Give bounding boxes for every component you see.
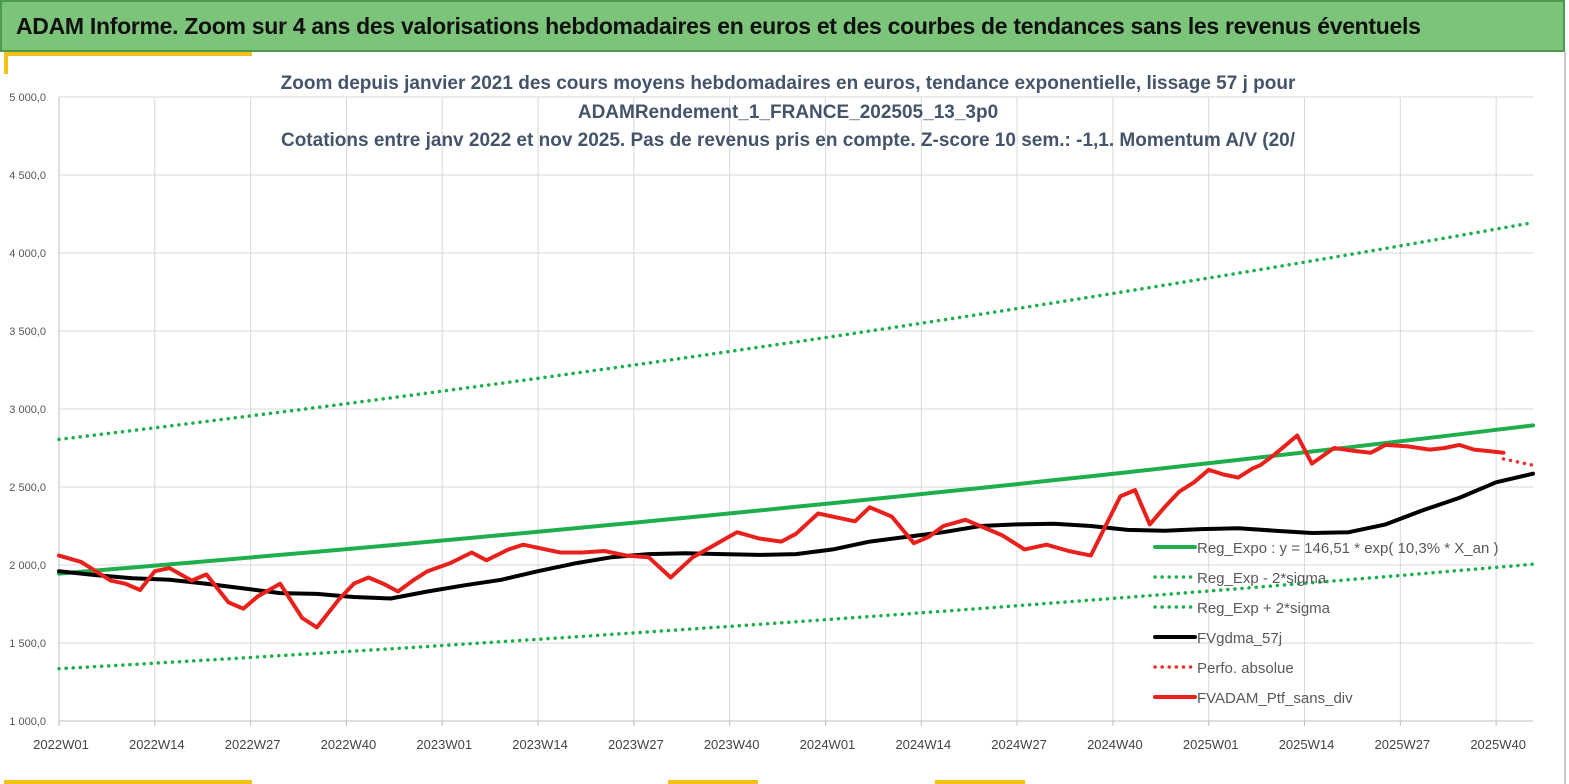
series-line-fvadam-ptf-sans-div <box>57 433 1506 630</box>
y-tick-label: 2 000,0 <box>9 560 46 572</box>
x-tick-label: 2023W27 <box>608 737 664 752</box>
x-tick-label: 2023W14 <box>512 737 568 752</box>
y-tick-label: 3 500,0 <box>9 326 46 338</box>
frame-right-border <box>1564 52 1566 784</box>
x-tick-label: 2025W01 <box>1183 737 1239 752</box>
chart-title-line-2: ADAMRendement_1_FRANCE_202505_13_3p0 <box>578 102 998 123</box>
series-line-fvgdma-57j <box>57 471 1535 601</box>
series-line-reg-exp-2-sigma <box>57 562 1535 671</box>
series-line-perfo-absolue <box>1501 457 1535 467</box>
y-tick-label: 2 500,0 <box>9 482 46 494</box>
banner-title: ADAM Informe. Zoom sur 4 ans des valoris… <box>16 13 1421 39</box>
chart-title-line-1: Zoom depuis janvier 2021 des cours moyen… <box>281 73 1296 94</box>
series-line-reg-exp-2-sigma <box>57 220 1535 442</box>
x-tick-label: 2023W40 <box>704 737 760 752</box>
chart-series <box>57 220 1535 671</box>
legend-label: Perfo. absolue <box>1197 660 1294 677</box>
y-tick-label: 4 500,0 <box>9 170 46 182</box>
legend-label: Reg_Exp + 2*sigma <box>1197 600 1331 617</box>
legend-label: Reg_Exp - 2*sigma <box>1197 570 1327 587</box>
x-tick-label: 2022W27 <box>225 737 281 752</box>
chart-grid <box>58 96 1533 722</box>
y-tick-label: 5 000,0 <box>9 92 46 104</box>
y-tick-label: 3 000,0 <box>9 404 46 416</box>
y-tick-label: 1 000,0 <box>9 716 46 728</box>
chart-axes: 1 000,0 1 500,0 2 000,0 2 500,0 3 000,0 3 500… <box>9 92 1533 752</box>
x-tick-label: 2024W40 <box>1087 737 1143 752</box>
chart-title: Zoom depuis janvier 2021 des cours moyen… <box>281 73 1296 151</box>
header-banner: ADAM Informe. Zoom sur 4 ans des valoris… <box>0 0 1565 52</box>
accent-bar-bottom-3 <box>935 780 1025 784</box>
y-tick-label: 4 000,0 <box>9 248 46 260</box>
accent-bar-bottom-2 <box>668 780 758 784</box>
x-tick-label: 2023W01 <box>416 737 472 752</box>
accent-bar-top <box>4 52 252 56</box>
accent-bar-bottom <box>4 780 252 784</box>
x-tick-label: 2024W27 <box>991 737 1047 752</box>
y-tick-label: 1 500,0 <box>9 638 46 650</box>
x-tick-label: 2022W01 <box>33 737 89 752</box>
legend-label: FVgdma_57j <box>1197 630 1282 647</box>
legend-label: Reg_Expo : y = 146,51 * exp( 10,3% * X_a… <box>1197 540 1498 557</box>
series-line-reg-expo-y-146-51-exp-10-3-x-an <box>57 423 1535 576</box>
x-tick-label: 2024W01 <box>800 737 856 752</box>
x-tick-label: 2022W40 <box>321 737 377 752</box>
x-tick-label: 2025W14 <box>1279 737 1335 752</box>
x-tick-label: 2025W40 <box>1470 737 1526 752</box>
legend-label: FVADAM_Ptf_sans_div <box>1197 690 1353 707</box>
x-tick-label: 2024W14 <box>895 737 951 752</box>
chart-legend: Reg_Expo : y = 146,51 * exp( 10,3% * X_a… <box>1153 540 1498 707</box>
chart-title-line-3: Cotations entre janv 2022 et nov 2025. P… <box>281 130 1296 151</box>
accent-bar-left <box>4 52 8 74</box>
x-tick-label: 2025W27 <box>1375 737 1431 752</box>
x-tick-label: 2022W14 <box>129 737 185 752</box>
